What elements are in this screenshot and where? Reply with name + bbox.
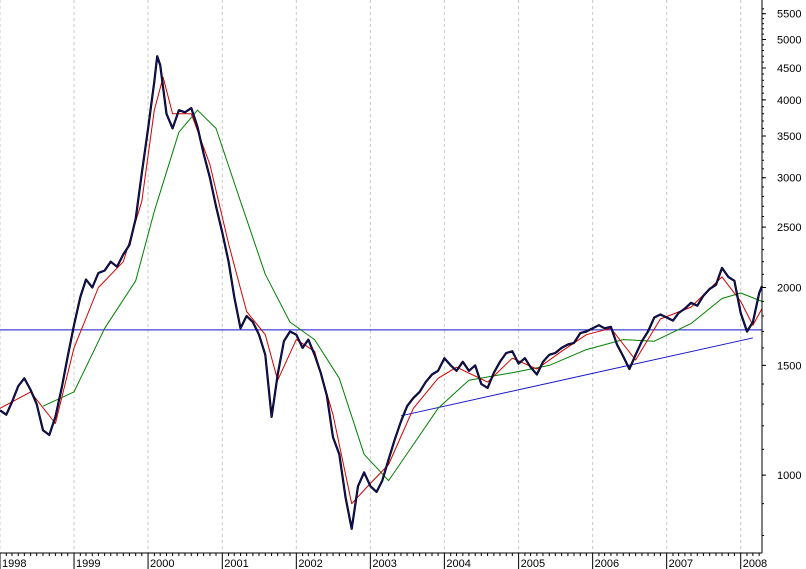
- x-tick-label: 2008: [743, 558, 767, 569]
- y-tick-label: 4500: [777, 63, 801, 75]
- slow-moving-average-line: [42, 109, 763, 482]
- x-tick-label: 2002: [298, 558, 322, 569]
- trendline: [400, 337, 753, 417]
- x-axis-ticks: 1998 1999 2000 2001 2002 2003 2004 2005 2006 2007…: [0, 553, 767, 569]
- price-highlight-line: [0, 55, 763, 530]
- x-tick-label: 2003: [372, 558, 396, 569]
- x-tick-label: 2001: [224, 558, 248, 569]
- y-tick-label: 3000: [777, 173, 801, 185]
- y-tick-label: 2000: [777, 282, 801, 294]
- fast-moving-average-line: [0, 76, 763, 505]
- y-tick-label: 3500: [777, 131, 801, 143]
- axes: [0, 0, 763, 554]
- x-tick-label: 2007: [669, 558, 693, 569]
- y-tick-label: 5500: [777, 9, 801, 21]
- x-tick-label: 1998: [2, 558, 26, 569]
- x-tick-label: 1999: [76, 558, 100, 569]
- series-lines: [0, 55, 764, 530]
- reference-lines: [0, 329, 762, 417]
- y-tick-label: 4000: [777, 95, 801, 107]
- y-tick-label: 5000: [777, 34, 801, 46]
- y-axis-ticks: 5500 5000 4500 4000 3500 3000 2500 2000 1500 1000: [762, 8, 801, 537]
- x-tick-label: 2006: [595, 558, 619, 569]
- grid-lines: [0, 0, 742, 553]
- x-tick-label: 2005: [521, 558, 545, 569]
- x-tick-label: 2000: [150, 558, 174, 569]
- x-tick-label: 2004: [446, 558, 470, 569]
- y-tick-label: 2500: [777, 222, 801, 234]
- y-tick-label: 1500: [777, 360, 801, 372]
- y-tick-label: 1000: [777, 470, 801, 482]
